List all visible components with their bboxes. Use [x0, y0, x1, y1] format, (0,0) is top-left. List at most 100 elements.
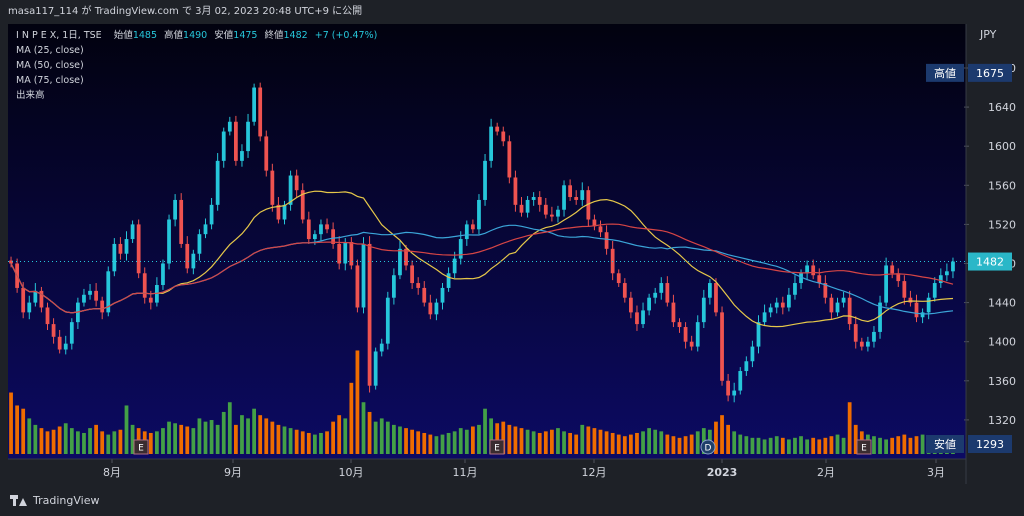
candle-body: [695, 322, 700, 347]
candle-body: [410, 265, 414, 284]
candle-body: [246, 121, 250, 152]
candle-body: [574, 197, 579, 200]
volume-bar: [361, 402, 366, 454]
volume-bar: [586, 426, 591, 454]
candle-body: [27, 302, 32, 313]
volume-bar: [598, 429, 603, 454]
volume-bar: [908, 437, 913, 454]
volume-bar: [507, 424, 512, 454]
candle-body: [762, 312, 767, 323]
volume-bar: [787, 439, 791, 454]
volume-bar: [531, 431, 536, 454]
plot-background: [8, 24, 966, 459]
candle-body: [306, 219, 311, 240]
price-marker-value: 1675: [976, 67, 1004, 80]
volume-bar: [355, 350, 360, 454]
candle-body: [477, 199, 481, 230]
event-marker: E: [489, 439, 505, 455]
publisher-line: masa117_114 が TradingView.com で 3月 02, 2…: [8, 6, 363, 17]
candle-body: [489, 126, 493, 161]
x-tick-label: 3月: [927, 466, 945, 479]
event-marker: E: [856, 439, 872, 455]
volume-bar: [780, 437, 785, 454]
tradingview-logo-icon: [10, 495, 28, 506]
candle-body: [501, 131, 506, 142]
tradingview-logo[interactable]: TradingView: [10, 494, 99, 507]
volume-bar: [914, 436, 919, 454]
volume-bar: [793, 437, 797, 454]
candle-body: [890, 265, 895, 274]
candle-body: [932, 283, 937, 298]
price-marker: 1482: [968, 252, 1012, 271]
candle-body: [167, 219, 171, 264]
candle-body: [653, 292, 658, 298]
volume-bar: [112, 431, 117, 454]
candle-body: [732, 390, 737, 396]
volume-bar: [592, 428, 597, 454]
volume-bar: [15, 405, 19, 454]
candle-body: [513, 177, 518, 205]
volume-bar: [270, 421, 275, 454]
candle-body: [525, 199, 530, 213]
volume-bar: [902, 434, 907, 454]
x-tick-label: 2月: [817, 466, 835, 479]
candle-body: [361, 243, 366, 308]
volume-bar: [574, 434, 579, 454]
candle-body: [82, 294, 86, 303]
volume-bar: [610, 432, 615, 454]
candle-body: [464, 224, 469, 240]
x-tick-label: 11月: [453, 466, 478, 479]
candle-body: [343, 241, 348, 264]
candle-body: [69, 322, 74, 344]
volume-bar: [9, 392, 13, 454]
candle-body: [531, 197, 536, 200]
candle-body: [908, 297, 913, 303]
chart-area[interactable]: 1320136014001440148015201560160016401680…: [8, 24, 1016, 484]
volume-bar: [258, 415, 263, 454]
candle-body: [823, 283, 828, 298]
price-marker-value-bg: [968, 435, 1012, 453]
candle-body: [349, 241, 354, 266]
volume-bar: [185, 426, 190, 454]
candle-body: [313, 234, 317, 240]
candle-body: [598, 226, 603, 233]
price-marker-value: 1293: [976, 438, 1004, 451]
candle-body: [938, 275, 943, 284]
candle-body: [264, 136, 269, 171]
candle-body: [556, 209, 560, 217]
currency-label: JPY: [979, 28, 997, 41]
volume-bar: [647, 428, 651, 454]
candle-body: [768, 307, 773, 313]
candle-body: [379, 343, 384, 352]
candle-body: [519, 204, 524, 213]
candle-body: [118, 243, 123, 254]
volume-bar: [221, 411, 226, 454]
volume-bar: [841, 437, 846, 454]
candle-body: [562, 185, 566, 210]
candle-body: [258, 87, 263, 137]
volume-bar: [398, 426, 402, 454]
candle-body: [270, 170, 275, 205]
price-marker-value: 1482: [976, 256, 1004, 269]
volume-bar: [744, 436, 749, 454]
event-marker-label: E: [861, 444, 867, 454]
ma25-line: [10, 190, 954, 328]
candlestick-chart[interactable]: 1320136014001440148015201560160016401680…: [8, 24, 1016, 484]
candle-body: [63, 343, 68, 350]
candle-body: [197, 234, 202, 254]
candle-body: [319, 224, 323, 235]
earnings-marker-shape: [856, 439, 872, 455]
y-tick-label: 1360: [988, 375, 1016, 388]
volume-bar: [537, 432, 542, 454]
volume-bar: [695, 431, 700, 454]
volume-bar: [920, 434, 925, 454]
candle-body: [689, 341, 694, 347]
candle-body: [835, 302, 840, 313]
time-axis-background: [8, 459, 966, 484]
volume-bar: [392, 424, 396, 454]
candle-body: [738, 371, 743, 391]
candle-body: [215, 160, 220, 205]
candle-body: [416, 283, 421, 288]
candle-body: [130, 224, 135, 240]
candle-body: [452, 258, 457, 274]
